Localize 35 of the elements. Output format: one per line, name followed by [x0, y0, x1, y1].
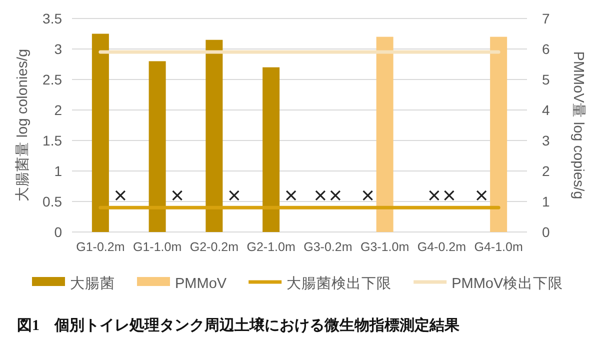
legend-label: 大腸菌検出下限 [286, 275, 392, 292]
y2-tick-label: 3 [542, 132, 550, 148]
y-tick-label: 1 [54, 163, 62, 179]
y2-tick-label: 0 [542, 224, 550, 240]
y-tick-label: 3 [54, 41, 62, 57]
text: 図1 個別トイレ処理タンク周辺土壌における微生物指標測定結果 [17, 316, 460, 334]
y2-tick-label: 1 [542, 194, 550, 210]
x-tick-label: G2-0.2m [190, 240, 239, 254]
x-tick-label: G1-1.0m [132, 240, 182, 254]
y-tick-label: 2 [54, 102, 62, 118]
x-tick-label: G3-1.0m [360, 240, 410, 254]
y-axis-title: 大腸菌量 log colonies/g [14, 48, 31, 202]
x-tick-label: G3-0.2m [304, 240, 352, 254]
bar [206, 40, 223, 232]
y-tick-label: 2.5 [42, 72, 62, 88]
y2-tick-label: 5 [542, 72, 550, 88]
y-tick-label: 1.5 [42, 132, 62, 148]
legend-label: PMMoV [175, 276, 227, 292]
y-tick-label: 3.5 [42, 10, 62, 26]
legend-label: 大腸菌 [70, 275, 115, 292]
y2-tick-label: 4 [542, 102, 550, 118]
x-tick-label: G4-0.2m [417, 240, 466, 254]
y2-tick-label: 7 [542, 10, 550, 26]
x-tick-label: G1-0.2m [76, 240, 125, 254]
y2-axis-title: PMMoV量 log copies/g [570, 51, 586, 200]
y-tick-label: 0.5 [42, 194, 62, 210]
x-tick-label: G2-1.0m [246, 240, 296, 254]
y2-tick-label: 6 [542, 41, 550, 57]
legend-label: PMMoV検出下限 [452, 275, 564, 292]
y2-tick-label: 2 [542, 163, 550, 179]
y-tick-label: 0 [54, 224, 62, 240]
x-tick-label: G4-1.0m [474, 240, 523, 254]
bar [148, 61, 166, 232]
bar [92, 34, 109, 232]
bar [262, 67, 280, 232]
